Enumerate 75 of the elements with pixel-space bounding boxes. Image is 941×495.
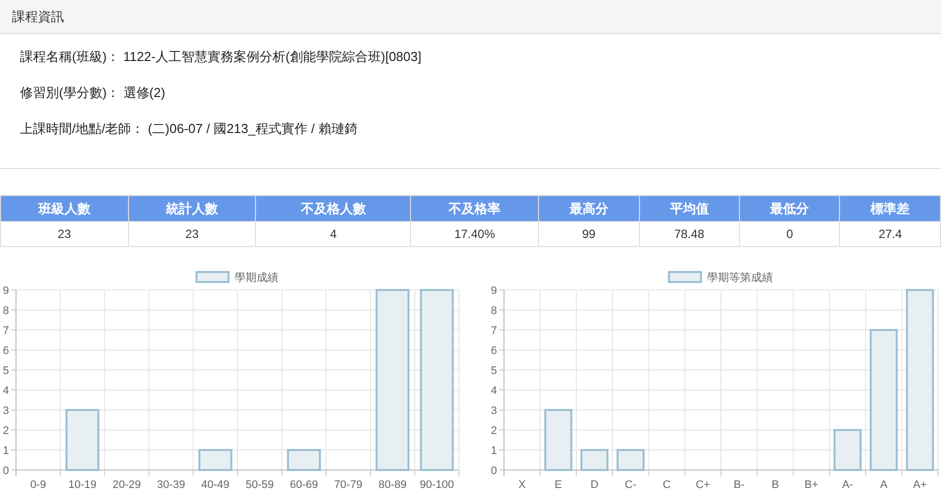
- text: 17.40%: [454, 227, 496, 241]
- x-tick-label: 20-29: [112, 479, 141, 491]
- x-tick-label: 50-59: [246, 479, 274, 491]
- x-tick-label: D: [590, 479, 598, 491]
- y-tick-label: 5: [2, 365, 9, 377]
- x-tick-label: B: [772, 479, 779, 491]
- text: 4: [330, 227, 337, 241]
- y-tick-label: 5: [490, 365, 497, 377]
- text: 課程名稱(班級)： 1122-人工智慧實務案例分析(創能學院綜合班)[0803]: [20, 48, 422, 66]
- bar: [580, 449, 608, 471]
- text: 上課時間/地點/老師： (二)06-07 / 國213_程式實作 / 賴璉錡: [20, 120, 358, 138]
- x-tick-label: B+: [804, 479, 818, 491]
- text: 23: [58, 227, 72, 241]
- text: 0: [786, 227, 794, 241]
- bar: [376, 289, 410, 471]
- x-tick-label: 60-69: [290, 479, 318, 491]
- text: 課程資訊: [0, 0, 941, 34]
- y-tick-label: 8: [490, 305, 497, 317]
- text: 修習別(學分數)： 選修(2): [20, 84, 166, 102]
- y-tick-label: 1: [2, 445, 9, 457]
- y-tick-label: 6: [2, 345, 9, 357]
- x-tick-label: C: [662, 479, 671, 491]
- y-tick-label: 3: [2, 405, 9, 417]
- category-label: 統計人數: [128, 196, 256, 222]
- x-tick-label: E: [554, 479, 562, 491]
- y-tick-label: 9: [490, 285, 497, 297]
- category-label: 標準差: [840, 196, 940, 222]
- y-tick-label: 7: [490, 325, 497, 337]
- y-tick-label: 0: [490, 465, 497, 477]
- legend-label: 學期成績: [234, 271, 278, 284]
- bar: [906, 289, 934, 471]
- y-tick-label: 9: [2, 285, 9, 297]
- category-label: 最低分: [740, 196, 840, 222]
- category-label: 不及格率: [410, 196, 539, 222]
- x-tick-label: A: [880, 479, 888, 491]
- y-tick-label: 8: [2, 305, 9, 317]
- y-tick-label: 7: [2, 325, 9, 337]
- x-tick-label: 0-9: [30, 479, 46, 491]
- text: 27.4: [878, 227, 902, 241]
- x-tick-label: 70-79: [334, 479, 362, 491]
- x-tick-label: B-: [734, 479, 745, 491]
- y-tick-label: 6: [490, 345, 497, 357]
- y-tick-label: 4: [2, 385, 9, 397]
- y-tick-label: 1: [490, 445, 497, 457]
- bar: [420, 289, 454, 471]
- x-tick-label: 10-19: [68, 479, 97, 491]
- y-tick-label: 4: [490, 385, 497, 397]
- bar: [66, 409, 100, 471]
- category-label: 班級人數: [0, 196, 128, 222]
- category-label: 不及格人數: [256, 196, 411, 222]
- bar: [870, 329, 898, 471]
- bar: [616, 449, 645, 471]
- y-tick-label: 0: [2, 465, 9, 477]
- bar: [834, 429, 862, 471]
- x-tick-label: 40-49: [201, 479, 230, 491]
- bar: [544, 409, 572, 471]
- y-tick-label: 2: [490, 425, 497, 437]
- x-tick-label: A-: [842, 479, 854, 491]
- y-tick-label: 3: [490, 405, 497, 417]
- x-tick-label: C+: [696, 479, 710, 491]
- bar: [287, 449, 321, 471]
- category-label: 最高分: [538, 196, 640, 222]
- x-tick-label: 80-89: [378, 479, 407, 491]
- y-tick-label: 2: [2, 425, 9, 437]
- text: 99: [582, 227, 596, 241]
- legend-label: 學期等第成績: [707, 271, 773, 284]
- bar: [198, 449, 232, 471]
- category-label: 平均值: [639, 196, 740, 222]
- x-tick-label: C-: [624, 479, 637, 491]
- text: 78.48: [674, 227, 704, 241]
- text: 23: [185, 227, 199, 241]
- x-tick-label: 30-39: [156, 479, 186, 491]
- x-tick-label: X: [518, 479, 526, 491]
- x-tick-label: 90-100: [420, 479, 454, 491]
- x-tick-label: A+: [913, 479, 927, 491]
